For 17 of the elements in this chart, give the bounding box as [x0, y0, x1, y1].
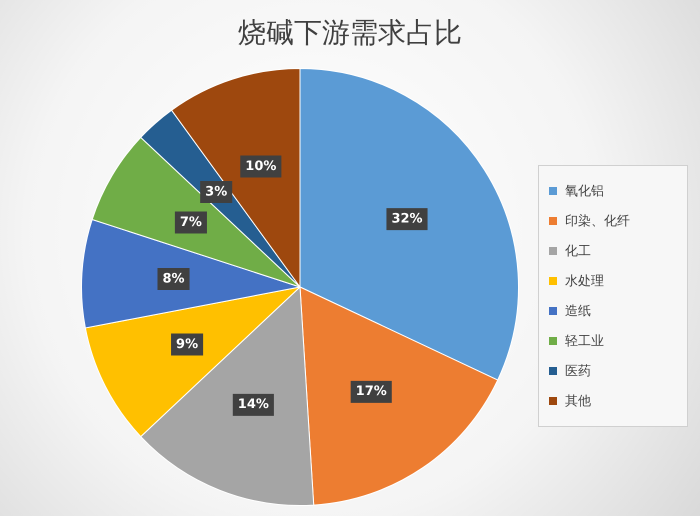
data-label: 10% [245, 158, 276, 174]
chart-title: 烧碱下游需求占比 [237, 15, 463, 51]
data-label: 7% [180, 214, 202, 230]
data-label: 8% [162, 271, 185, 286]
data-label: 9% [176, 336, 198, 352]
data-label: 3% [205, 184, 228, 200]
legend-label: 轻工业 [565, 333, 604, 350]
data-label: 17% [356, 384, 387, 400]
legend-label: 化工 [565, 243, 591, 260]
legend-label: 造纸 [565, 303, 591, 320]
legend-label: 医药 [565, 363, 591, 380]
legend-label: 氧化铝 [565, 183, 604, 200]
legend-label: 水处理 [565, 273, 604, 290]
data-label: 32% [391, 211, 423, 226]
data-label: 14% [238, 397, 269, 412]
legend-label: 其他 [565, 393, 591, 410]
legend-label: 印染、化纤 [565, 213, 630, 230]
